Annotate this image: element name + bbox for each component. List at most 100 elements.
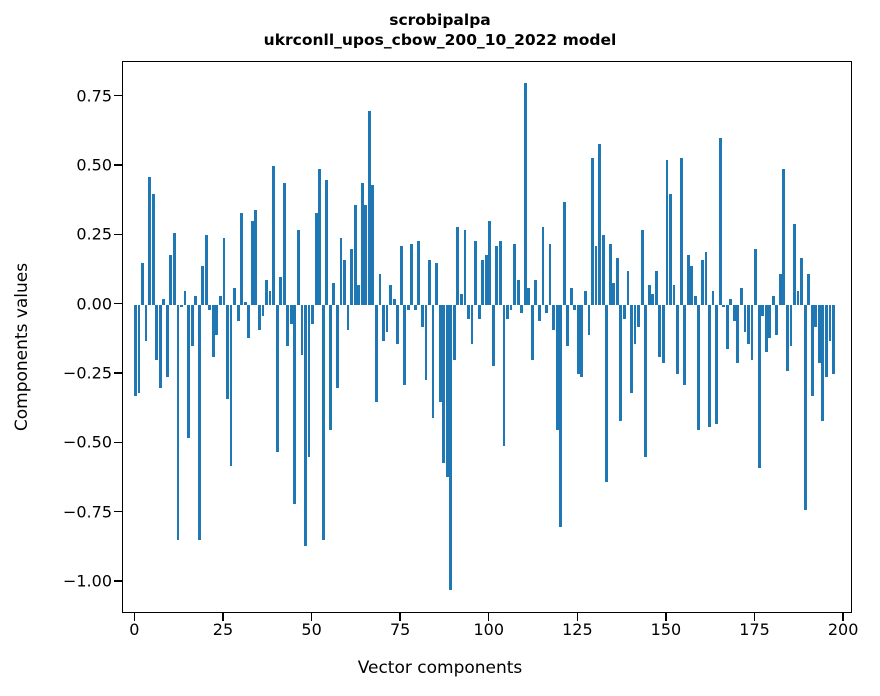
bar xyxy=(676,304,679,375)
bar xyxy=(488,221,492,305)
bar xyxy=(810,304,814,397)
bar xyxy=(392,299,396,305)
bar xyxy=(222,238,226,305)
bar xyxy=(750,304,754,361)
bar xyxy=(743,304,747,333)
bar xyxy=(378,274,382,305)
bar xyxy=(374,304,378,402)
bar xyxy=(669,193,672,305)
bar xyxy=(431,304,435,419)
bar xyxy=(339,238,343,305)
bar xyxy=(250,221,254,305)
bar xyxy=(258,304,261,330)
bar xyxy=(155,304,159,361)
x-tick-label: 25 xyxy=(212,620,234,639)
bar xyxy=(711,290,715,305)
y-tick-label: −0.75 xyxy=(62,502,112,522)
bar xyxy=(165,304,169,377)
bar xyxy=(406,304,410,311)
bar xyxy=(608,243,612,305)
bar xyxy=(654,271,658,305)
bar xyxy=(194,296,198,305)
bar xyxy=(268,290,272,305)
bar xyxy=(176,304,180,541)
x-tick-label: 175 xyxy=(739,620,770,639)
bar xyxy=(768,304,772,338)
bar xyxy=(739,288,743,305)
bar xyxy=(647,285,651,305)
bar xyxy=(183,290,187,305)
bar xyxy=(640,229,644,305)
bar xyxy=(520,304,524,314)
bar xyxy=(467,304,470,319)
bar xyxy=(693,296,697,305)
bar xyxy=(275,304,279,452)
bar xyxy=(598,143,602,305)
x-tick-mark xyxy=(133,613,136,621)
bar xyxy=(346,304,350,330)
x-tick-mark xyxy=(488,613,490,621)
bar xyxy=(332,282,336,305)
bar xyxy=(158,304,162,388)
bar xyxy=(679,157,683,305)
bar xyxy=(637,304,641,327)
bar xyxy=(683,304,687,386)
bar xyxy=(261,304,265,316)
x-tick-mark xyxy=(576,613,579,621)
bar xyxy=(463,229,467,305)
bar xyxy=(265,279,268,305)
bar xyxy=(481,260,485,305)
bar xyxy=(754,249,757,305)
bar xyxy=(736,304,740,363)
bar xyxy=(289,304,293,325)
bar xyxy=(761,304,765,316)
bar xyxy=(498,240,502,305)
bar xyxy=(821,304,825,422)
bar xyxy=(424,304,428,380)
x-tick-label: 150 xyxy=(650,620,682,639)
bar xyxy=(545,304,548,314)
bar xyxy=(215,304,219,336)
bar xyxy=(190,304,194,347)
bar xyxy=(148,177,151,305)
bar xyxy=(651,293,655,305)
bar xyxy=(360,182,364,305)
bar xyxy=(445,304,449,477)
bar xyxy=(513,243,516,305)
y-tick-label: −0.50 xyxy=(62,432,112,452)
bar xyxy=(396,304,400,344)
bar xyxy=(240,213,244,305)
bar xyxy=(576,304,580,375)
bar xyxy=(382,304,385,341)
bar xyxy=(587,304,591,336)
bar xyxy=(307,304,311,458)
bar xyxy=(254,210,258,305)
bar xyxy=(417,240,421,305)
bar xyxy=(272,166,276,305)
bar xyxy=(286,304,290,347)
bar xyxy=(555,304,559,430)
bar xyxy=(293,304,297,505)
bar xyxy=(807,274,811,305)
bar xyxy=(314,213,318,305)
bar xyxy=(413,304,417,311)
x-tick-mark xyxy=(399,613,401,621)
bar xyxy=(137,304,141,394)
bar xyxy=(527,288,531,305)
bar xyxy=(169,254,173,305)
bar xyxy=(708,304,711,427)
bar xyxy=(474,240,477,305)
bar xyxy=(789,304,793,347)
x-tick-label: 75 xyxy=(389,620,411,639)
bar xyxy=(197,304,201,541)
y-tick-label: −1.00 xyxy=(62,571,112,591)
bar xyxy=(537,304,541,322)
y-tick-mark xyxy=(114,94,122,97)
bar xyxy=(764,304,768,352)
bar xyxy=(399,246,403,305)
bar xyxy=(569,288,573,305)
bar xyxy=(364,204,368,305)
bar xyxy=(343,260,346,305)
y-axis-label: Components values xyxy=(12,262,32,432)
